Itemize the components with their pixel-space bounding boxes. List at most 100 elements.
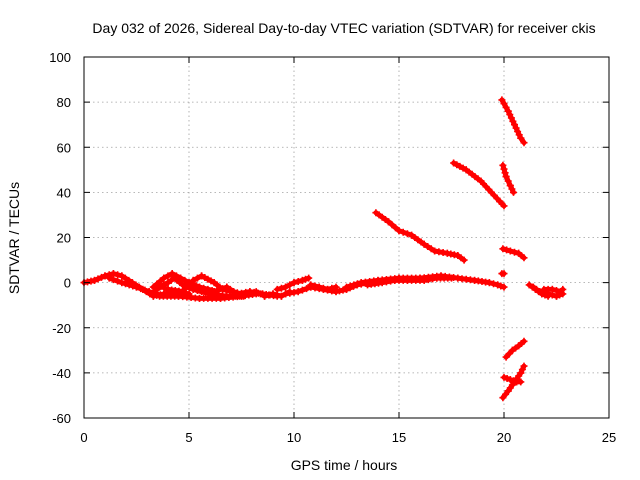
series-arc-24 bbox=[529, 283, 567, 300]
data-point bbox=[118, 279, 126, 287]
data-point bbox=[179, 281, 187, 289]
data-point bbox=[507, 114, 515, 122]
data-point bbox=[490, 280, 497, 288]
data-point bbox=[256, 290, 264, 298]
data-point bbox=[504, 177, 512, 185]
data-point bbox=[311, 282, 319, 290]
data-point bbox=[210, 288, 218, 296]
data-point bbox=[181, 276, 189, 284]
y-tick-label: -60 bbox=[52, 411, 71, 426]
data-point bbox=[395, 227, 403, 235]
data-point bbox=[177, 274, 185, 282]
ticks: 0 5 10 15 20 25 -60 -40 -20 0 20 40 60 80 100 bbox=[49, 50, 616, 445]
x-tick-label: 20 bbox=[497, 430, 511, 445]
data-point bbox=[214, 286, 222, 294]
data-point bbox=[354, 280, 361, 288]
data-point bbox=[114, 277, 122, 285]
series-arc-11 bbox=[307, 281, 340, 293]
y-tick-label: 40 bbox=[57, 185, 71, 200]
data-point bbox=[160, 274, 168, 282]
data-point bbox=[164, 272, 172, 280]
data-point bbox=[332, 283, 340, 291]
y-tick-label: 100 bbox=[49, 50, 71, 65]
data-point bbox=[548, 285, 556, 293]
data-point bbox=[125, 281, 133, 289]
data-point bbox=[252, 288, 260, 296]
data-point bbox=[265, 291, 273, 299]
data-point bbox=[512, 124, 520, 132]
data-point bbox=[94, 275, 102, 283]
data-point bbox=[286, 289, 294, 297]
data-point bbox=[399, 228, 407, 236]
data-point bbox=[502, 353, 510, 361]
x-tick-label: 25 bbox=[602, 430, 616, 445]
data-point bbox=[500, 100, 508, 108]
data-point bbox=[500, 202, 508, 210]
data-point bbox=[502, 103, 510, 111]
y-tick-label: 0 bbox=[64, 276, 71, 291]
data-point bbox=[286, 281, 294, 289]
data-point bbox=[277, 292, 285, 300]
data-point bbox=[302, 275, 309, 283]
data-point bbox=[294, 288, 302, 296]
data-point bbox=[193, 274, 201, 282]
data-point bbox=[269, 290, 277, 298]
y-axis-label: SDTVAR / TECUs bbox=[6, 182, 22, 294]
data-point bbox=[553, 287, 560, 294]
data-point bbox=[403, 230, 411, 238]
data-point bbox=[500, 283, 508, 291]
series-arc-15 bbox=[450, 159, 508, 210]
data-point bbox=[506, 376, 514, 384]
y-tick-label: 20 bbox=[57, 231, 71, 246]
data-point bbox=[185, 279, 193, 287]
data-layer bbox=[80, 96, 567, 402]
data-point bbox=[161, 284, 168, 292]
data-point bbox=[520, 139, 528, 147]
data-point bbox=[520, 337, 528, 345]
series-arc-22 bbox=[500, 373, 525, 386]
data-point bbox=[98, 273, 105, 281]
data-point bbox=[137, 285, 145, 293]
data-point bbox=[503, 246, 511, 254]
data-point bbox=[189, 280, 196, 288]
data-point bbox=[315, 283, 323, 291]
data-point bbox=[559, 285, 567, 293]
data-point bbox=[346, 282, 354, 290]
series-arc-14 bbox=[372, 209, 468, 264]
chart-title: Day 032 of 2026, Sidereal Day-to-day VTE… bbox=[92, 20, 595, 36]
data-point bbox=[290, 279, 298, 287]
data-point bbox=[141, 286, 149, 294]
data-point bbox=[105, 274, 113, 282]
data-point bbox=[485, 279, 493, 287]
data-point bbox=[168, 270, 176, 278]
data-point bbox=[343, 283, 350, 291]
series-arc-19 bbox=[499, 245, 528, 262]
data-point bbox=[101, 272, 109, 280]
x-axis-label: GPS time / hours bbox=[291, 457, 398, 473]
data-point bbox=[448, 274, 455, 282]
y-tick-label: -20 bbox=[52, 321, 71, 336]
data-point bbox=[238, 289, 245, 297]
data-point bbox=[502, 173, 510, 181]
data-point bbox=[517, 378, 525, 386]
data-point bbox=[520, 362, 528, 370]
series-arc-20 bbox=[502, 337, 528, 361]
data-point bbox=[497, 282, 505, 290]
data-point bbox=[511, 248, 518, 256]
x-tick-label: 15 bbox=[392, 430, 406, 445]
data-point bbox=[277, 284, 285, 292]
data-point bbox=[261, 292, 269, 300]
data-point bbox=[500, 270, 508, 278]
data-point bbox=[517, 134, 525, 142]
series-arc-16 bbox=[498, 96, 528, 147]
data-point bbox=[350, 281, 358, 289]
data-point bbox=[460, 256, 468, 264]
data-point bbox=[328, 284, 336, 292]
y-tick-label: 80 bbox=[57, 95, 71, 110]
data-point bbox=[298, 286, 306, 294]
data-point bbox=[305, 274, 313, 282]
data-point bbox=[122, 280, 129, 288]
data-point bbox=[501, 169, 509, 177]
data-point bbox=[324, 285, 332, 293]
